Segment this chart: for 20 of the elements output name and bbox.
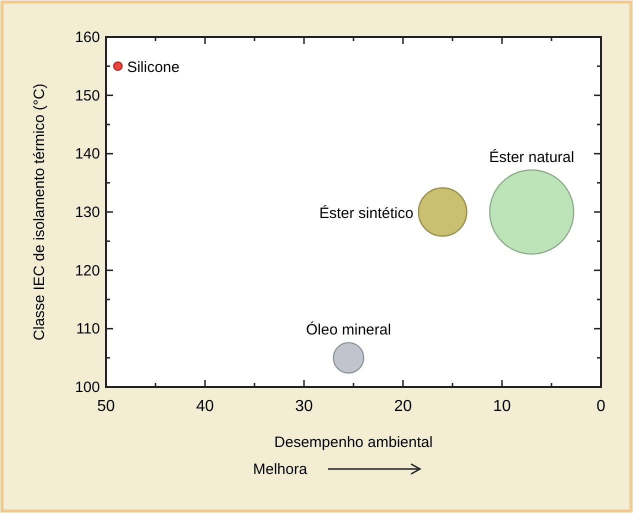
text: Melhora [253,461,308,478]
x-tick-label: 30 [295,398,313,415]
series-label: Silicone [127,59,180,76]
x-tick-label: 20 [394,398,412,415]
y-tick-label: 110 [76,320,100,338]
y-tick-label: 160 [74,29,100,46]
series-label: Éster sintético [319,204,414,222]
x-axis-title: Desempenho ambiental [274,434,433,451]
y-tick-label: 150 [74,87,100,104]
y-axis-title: Classe IEC de isolamento térmico (°C) [31,84,48,340]
series-label: Éster natural [489,148,574,166]
y-tick-label: 130 [74,204,100,221]
x-tick-label: 10 [493,398,511,415]
y-tick-label: 140 [74,146,100,163]
x-tick-label: 50 [97,398,115,415]
y-tick-label: 120 [74,262,100,280]
x-tick-label: 0 [596,398,606,415]
y-tick-label: 100 [74,379,100,396]
series-label: Óleo mineral [306,320,392,339]
x-tick-label: 40 [196,398,214,415]
